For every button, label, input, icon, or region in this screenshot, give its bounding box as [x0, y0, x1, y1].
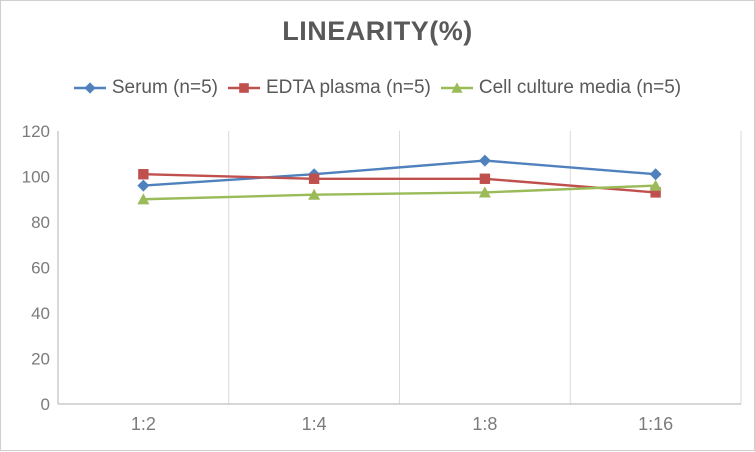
legend-item-cell-culture-media: Cell culture media (n=5) — [440, 77, 682, 99]
data-point-cell-culture-media-n-5-1:2 — [137, 193, 150, 205]
y-axis-ticks: 0 20 40 60 80 100 120 — [22, 122, 50, 414]
serum-line-diamond-icon — [73, 82, 106, 94]
svg-text:40: 40 — [31, 304, 50, 323]
series-line-edta-plasma-n-5 — [143, 173, 656, 194]
edta-line-square-icon — [227, 83, 260, 93]
data-point-serum-n-5-1:8 — [478, 154, 491, 167]
x-axis-labels: 1:2 1:4 1:8 1:16 — [131, 414, 673, 434]
series-line-cell-culture-media-n-5 — [143, 184, 656, 201]
data-point-serum-n-5-1:2 — [137, 179, 150, 192]
svg-text:0: 0 — [41, 395, 50, 414]
data-point-edta-plasma-n-5-1:4 — [308, 173, 320, 184]
svg-text:100: 100 — [22, 168, 50, 187]
legend-item-edta-plasma: EDTA plasma (n=5) — [227, 77, 431, 99]
cell-culture-line-triangle-icon — [440, 82, 473, 93]
legend-label-cell-culture-media: Cell culture media (n=5) — [478, 77, 682, 98]
legend: Serum (n=5) EDTA plasma (n=5) Cell cultu… — [1, 77, 754, 99]
data-point-cell-culture-media-n-5-1:4 — [308, 188, 321, 200]
svg-text:20: 20 — [31, 350, 50, 369]
svg-text:1:2: 1:2 — [131, 414, 156, 434]
legend-label-serum: Serum (n=5) — [111, 77, 218, 98]
gridlines — [228, 131, 742, 404]
data-point-cell-culture-media-n-5-1:8 — [478, 186, 491, 198]
svg-text:1:16: 1:16 — [638, 414, 673, 434]
svg-text:80: 80 — [31, 213, 50, 232]
legend-label-edta-plasma: EDTA plasma (n=5) — [265, 77, 431, 98]
svg-text:60: 60 — [31, 259, 50, 278]
data-point-edta-plasma-n-5-1:8 — [479, 173, 491, 184]
svg-text:120: 120 — [22, 122, 50, 141]
chart-title: LINEARITY(%) — [282, 16, 473, 46]
data-point-serum-n-5-1:16 — [649, 168, 662, 181]
series-edta-plasma-n-5 — [138, 169, 661, 198]
data-point-cell-culture-media-n-5-1:16 — [649, 179, 662, 191]
series-serum-n-5 — [137, 154, 662, 192]
legend-item-serum: Serum (n=5) — [73, 77, 218, 99]
data-point-edta-plasma-n-5-1:2 — [138, 169, 149, 180]
svg-text:1:8: 1:8 — [472, 414, 497, 434]
svg-text:1:4: 1:4 — [302, 414, 327, 434]
series-line-serum-n-5 — [143, 159, 656, 187]
series-cell-culture-media-n-5 — [137, 179, 662, 205]
